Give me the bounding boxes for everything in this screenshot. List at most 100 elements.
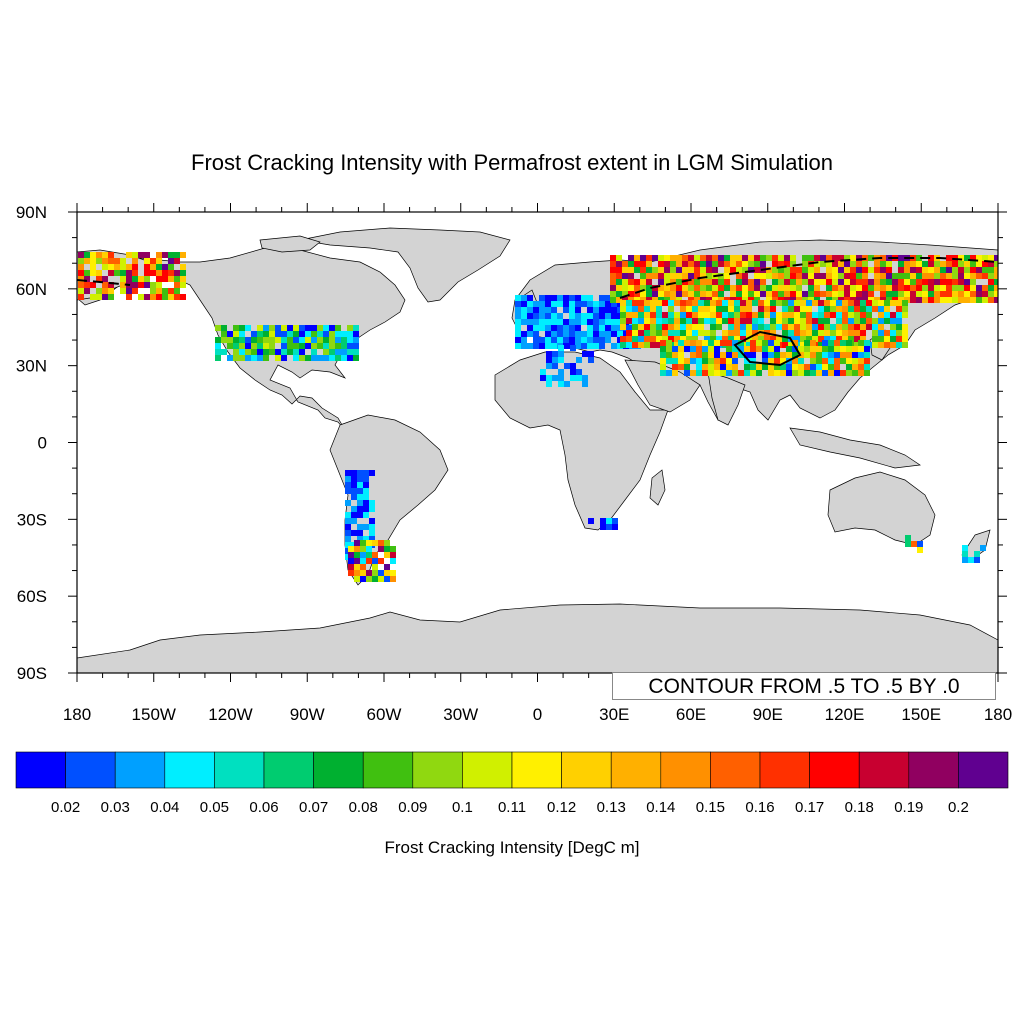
intensity-cell xyxy=(916,291,922,297)
intensity-cell xyxy=(634,267,640,273)
intensity-cell xyxy=(558,381,564,387)
intensity-cell xyxy=(120,264,126,270)
intensity-cell xyxy=(988,279,994,285)
intensity-cell xyxy=(702,358,708,364)
intensity-cell xyxy=(822,340,828,346)
colorbar-tick-label: 0.08 xyxy=(349,799,378,816)
intensity-cell xyxy=(866,306,872,312)
intensity-cell xyxy=(830,306,836,312)
intensity-cell xyxy=(347,343,353,349)
intensity-cell xyxy=(521,331,527,337)
intensity-cell xyxy=(605,307,611,313)
intensity-cell xyxy=(552,357,558,363)
intensity-cell xyxy=(864,358,870,364)
intensity-cell xyxy=(780,370,786,376)
intensity-cell xyxy=(281,337,287,343)
intensity-cell xyxy=(806,330,812,336)
intensity-cell xyxy=(599,307,605,313)
intensity-cell xyxy=(521,301,527,307)
intensity-cell xyxy=(569,319,575,325)
intensity-cell xyxy=(644,336,650,342)
colorbar-tick-label: 0.06 xyxy=(249,799,278,816)
intensity-cell xyxy=(830,336,836,342)
intensity-cell xyxy=(369,536,375,542)
intensity-cell xyxy=(788,312,794,318)
intensity-cell xyxy=(354,576,360,582)
intensity-cell xyxy=(227,337,233,343)
intensity-cell xyxy=(732,346,738,352)
intensity-cell xyxy=(794,300,800,306)
intensity-cell xyxy=(588,518,594,524)
intensity-cell xyxy=(563,331,569,337)
intensity-cell xyxy=(940,267,946,273)
intensity-cell xyxy=(720,370,726,376)
colorbar-swatch xyxy=(908,751,959,789)
intensity-cell xyxy=(760,255,766,261)
intensity-cell xyxy=(780,364,786,370)
intensity-cell xyxy=(868,291,874,297)
intensity-cell xyxy=(752,336,758,342)
intensity-cell xyxy=(668,330,674,336)
intensity-cell xyxy=(856,267,862,273)
intensity-cell xyxy=(144,282,150,288)
intensity-cell xyxy=(706,291,712,297)
intensity-cell xyxy=(834,352,840,358)
intensity-cell xyxy=(363,488,369,494)
intensity-cell xyxy=(640,273,646,279)
intensity-cell xyxy=(168,288,174,294)
intensity-cell xyxy=(722,306,728,312)
intensity-cell xyxy=(372,552,378,558)
intensity-cell xyxy=(611,331,617,337)
intensity-cell xyxy=(96,258,102,264)
intensity-cell xyxy=(794,330,800,336)
intensity-cell xyxy=(862,261,868,267)
intensity-cell xyxy=(846,370,852,376)
colorbar-swatch xyxy=(65,751,116,789)
intensity-cell xyxy=(758,336,764,342)
intensity-cell xyxy=(174,252,180,258)
intensity-cell xyxy=(357,524,363,530)
intensity-cell xyxy=(521,343,527,349)
intensity-cell xyxy=(275,337,281,343)
intensity-cell xyxy=(672,352,678,358)
intensity-cell xyxy=(351,512,357,518)
intensity-cell xyxy=(551,301,557,307)
colorbar-swatch xyxy=(114,751,166,789)
contour-info-box: CONTOUR FROM .5 TO .5 BY .0 xyxy=(612,672,996,700)
intensity-cell xyxy=(758,300,764,306)
intensity-cell xyxy=(940,261,946,267)
intensity-cell xyxy=(754,255,760,261)
intensity-cell xyxy=(772,273,778,279)
intensity-cell xyxy=(345,500,351,506)
intensity-cell xyxy=(610,267,616,273)
intensity-cell xyxy=(144,276,150,282)
intensity-cell xyxy=(521,313,527,319)
intensity-cell xyxy=(674,330,680,336)
intensity-cell xyxy=(706,279,712,285)
intensity-cell xyxy=(716,318,722,324)
intensity-cell xyxy=(658,285,664,291)
intensity-cell xyxy=(515,307,521,313)
intensity-cell xyxy=(96,276,102,282)
intensity-cell xyxy=(650,300,656,306)
intensity-cell xyxy=(108,270,114,276)
intensity-cell xyxy=(245,349,251,355)
permafrost-extent-contour xyxy=(619,257,998,299)
colorbar-swatch xyxy=(164,751,215,789)
intensity-cell xyxy=(678,358,684,364)
intensity-cell xyxy=(570,369,576,375)
intensity-cell xyxy=(800,300,806,306)
intensity-cell xyxy=(650,342,656,348)
intensity-cell xyxy=(946,273,952,279)
intensity-cell xyxy=(702,364,708,370)
intensity-cell xyxy=(180,264,186,270)
intensity-cell xyxy=(390,570,396,576)
intensity-cell xyxy=(852,370,858,376)
intensity-cell xyxy=(670,255,676,261)
intensity-cell xyxy=(736,273,742,279)
intensity-cell xyxy=(822,352,828,358)
intensity-cell xyxy=(806,312,812,318)
intensity-cell xyxy=(774,364,780,370)
intensity-cell xyxy=(263,355,269,361)
